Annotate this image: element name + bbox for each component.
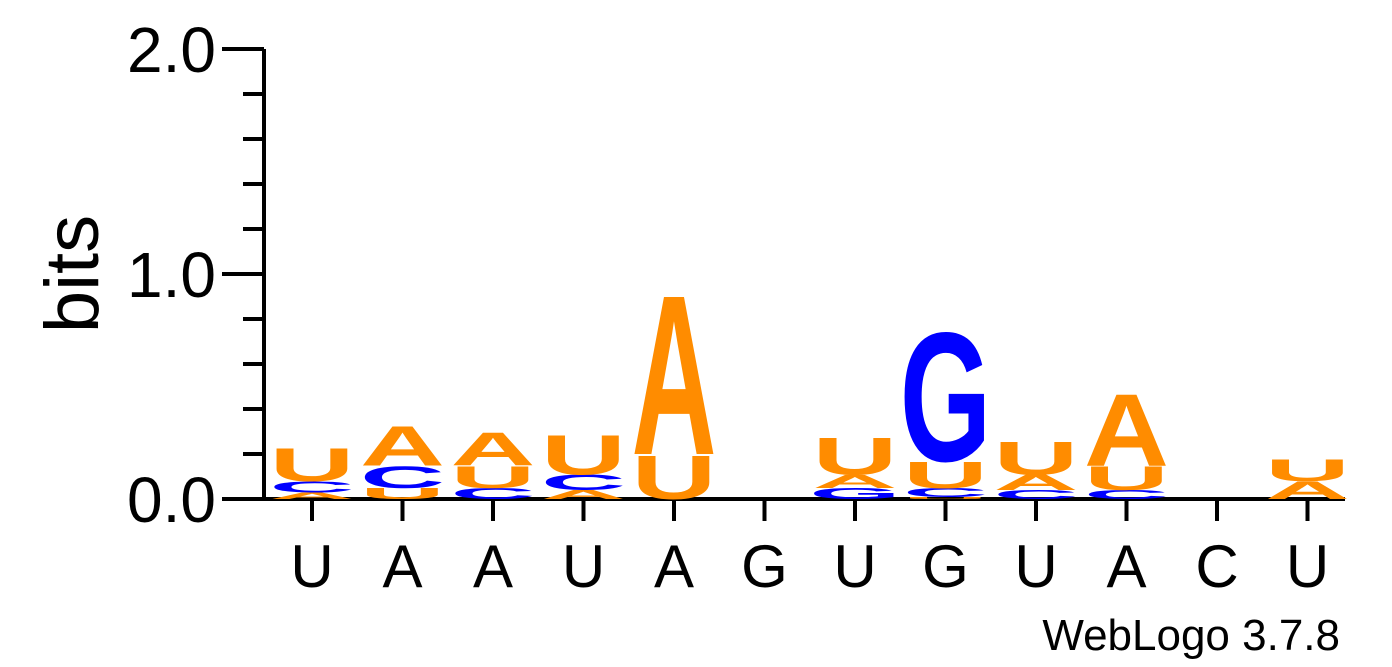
logo-letter-C: C [451, 485, 536, 503]
logo-letter-C: C [1084, 488, 1169, 502]
y-tick-label: 0.0 [127, 464, 216, 536]
x-tick-label: U [562, 533, 605, 600]
logo-letter-C: C [541, 470, 626, 495]
logo-letter-U: U [903, 496, 988, 499]
logo-letter-A: A [360, 415, 445, 478]
logo-letter-A: A [632, 249, 717, 503]
logo-letter-A: A [451, 423, 536, 475]
logo-letter-G: G [809, 485, 900, 503]
logo-letter-U: U [994, 432, 1079, 484]
logo-letter-U: U [451, 460, 536, 495]
logo-letter-C: C [903, 485, 988, 499]
logo-letter-U: U [903, 454, 988, 496]
x-tick-label: U [1014, 533, 1057, 600]
logo-letter-C: C [994, 488, 1079, 502]
logo-letter-A: A [813, 471, 898, 492]
x-tick-label: A [1106, 533, 1146, 600]
x-tick-label: U [290, 533, 333, 600]
x-tick-label: U [833, 533, 876, 600]
logo-letter-C: C [270, 478, 355, 496]
y-axis-label: bits [30, 215, 115, 333]
logo-letter-U: U [270, 439, 355, 491]
logo-letter-A: A [270, 490, 355, 501]
x-tick-label: A [473, 533, 513, 600]
logo-letter-A: A [1265, 477, 1350, 505]
x-tick-label: A [654, 533, 694, 600]
logo-letter-U: U [1084, 459, 1169, 497]
y-axis: 0.0 1.0 2.0 [127, 14, 266, 536]
x-tick-label: U [1286, 533, 1329, 600]
logo-letter-A: A [541, 488, 626, 502]
logo-letter-A: A [994, 470, 1079, 495]
x-tick-label: G [741, 533, 788, 600]
x-tick-label: C [1195, 533, 1238, 600]
x-tick-label: G [922, 533, 969, 600]
x-tick-label: A [382, 533, 422, 600]
logo-letter-A: A [1084, 373, 1169, 488]
logo-letter-U: U [1265, 453, 1350, 488]
logo-letter-C: C [360, 460, 445, 495]
y-tick-label: 1.0 [127, 239, 216, 311]
weblogo-credit: WebLogo 3.7.8 [1042, 611, 1340, 660]
y-tick-label: 2.0 [127, 14, 216, 86]
logo-letter-G: G [900, 294, 992, 500]
logo-letter-U: U [813, 427, 898, 486]
logo-letter-U: U [632, 443, 717, 513]
logo-letter-U: U [541, 424, 626, 487]
logo-letter-U: U [360, 485, 445, 503]
